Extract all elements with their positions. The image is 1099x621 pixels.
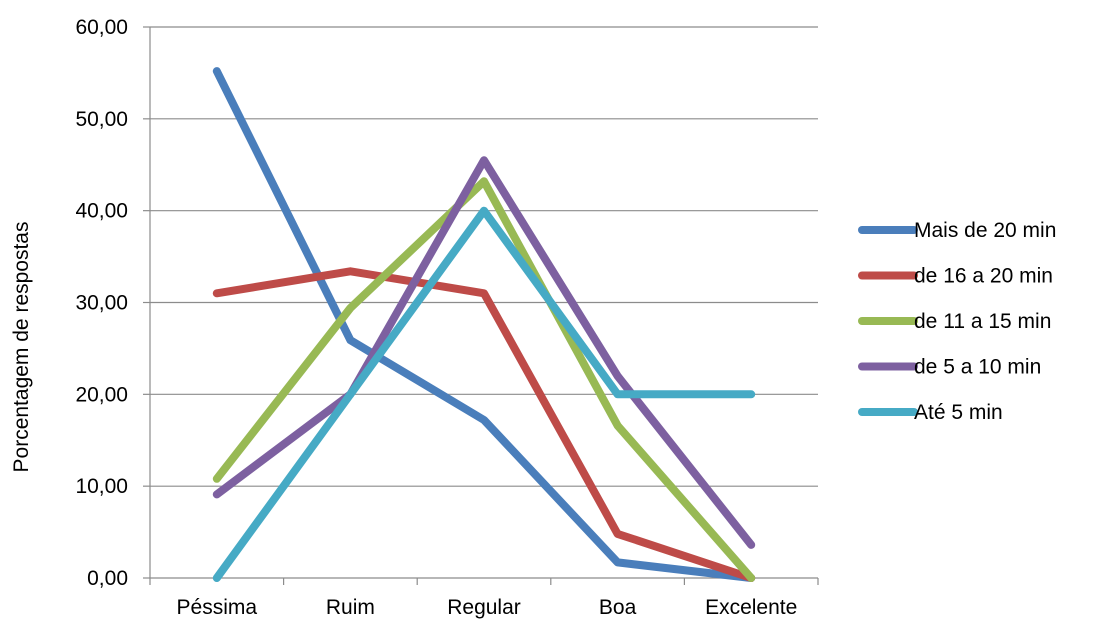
y-tick-label: 60,00 <box>75 16 128 39</box>
series-lines <box>212 67 756 582</box>
y-tick-label: 20,00 <box>75 383 128 406</box>
x-tick-label: Excelente <box>705 596 797 619</box>
y-tick-label: 10,00 <box>75 475 128 498</box>
series-line <box>212 267 756 582</box>
series-line <box>212 177 756 582</box>
x-tick-label: Regular <box>447 596 521 619</box>
legend: Mais de 20 min de 16 a 20 min de 11 a 15 m… <box>858 219 1056 424</box>
series-line <box>212 67 756 582</box>
x-tick-label: Péssima <box>177 596 258 619</box>
axes: 0,00 10,00 20,00 30,00 40,00 50,00 60,00 Péssim… <box>75 16 819 619</box>
series-line <box>212 206 756 582</box>
y-tick-label: 0,00 <box>87 567 128 590</box>
x-tick-label: Ruim <box>326 596 375 619</box>
legend-label: de 16 a 20 min <box>914 265 1053 288</box>
legend-label: Mais de 20 min <box>914 219 1056 242</box>
x-tick-label: Boa <box>599 596 637 619</box>
y-tick-label: 40,00 <box>75 200 128 223</box>
legend-label: de 5 a 10 min <box>914 356 1041 379</box>
y-axis-title: Porcentagem de respostas <box>10 222 33 473</box>
y-tick-label: 50,00 <box>75 108 128 131</box>
series-line <box>212 156 756 549</box>
legend-label: Até 5 min <box>914 401 1003 424</box>
legend-label: de 11 a 15 min <box>914 310 1051 333</box>
y-tick-label: 30,00 <box>75 292 128 315</box>
